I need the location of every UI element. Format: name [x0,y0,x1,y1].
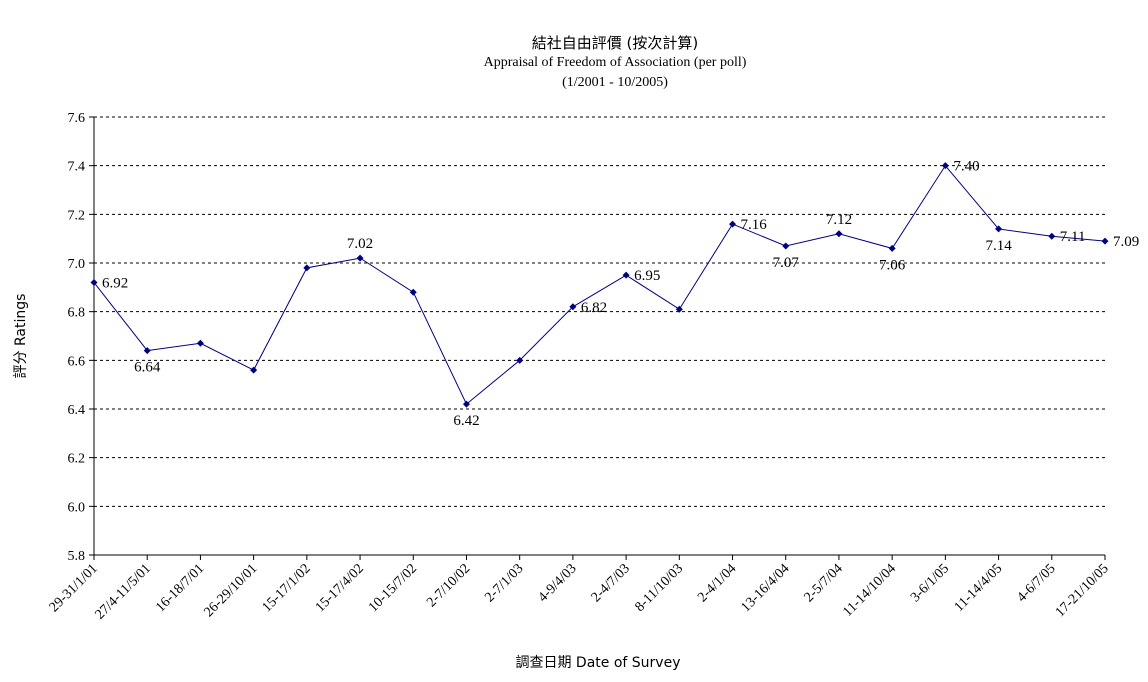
x-tick-label: 27/4-11/5/01 [93,561,154,622]
data-point [1048,232,1056,240]
chart-date-range: (1/2001 - 10/2005) [562,75,668,90]
data-point [1101,237,1109,245]
x-tick-label: 16-18/7/01 [153,561,207,615]
data-point [941,162,949,170]
x-tick-label: 17-21/10/05 [1053,561,1112,620]
y-tick-label: 7.6 [68,111,86,126]
y-tick-labels: 7.6 7.4 7.2 7.0 6.8 6.6 6.4 6.2 6.0 5.8 [68,111,86,564]
x-axis-label: 調查日期 Date of Survey [515,655,680,671]
x-tick-label: 4-6/7/05 [1014,561,1058,605]
y-tick-label: 7.4 [68,160,86,175]
data-label: 7.12 [826,212,852,228]
data-label: 7.11 [1060,229,1086,245]
x-tick-label: 2-4/7/03 [589,561,633,605]
x-tick-label: 11-14/4/05 [952,561,1006,615]
x-tick-label: 4-9/4/03 [536,561,580,605]
x-tick-label: 2-7/1/03 [482,561,526,605]
y-tick-label: 6.4 [68,403,86,418]
x-tick-label: 2-7/10/02 [424,561,473,610]
data-label: 6.92 [102,275,128,291]
data-label: 7.02 [347,236,373,252]
data-point [516,356,524,364]
x-tick-label: 8-11/10/03 [632,561,686,615]
data-point [729,220,737,228]
data-point [143,347,151,355]
y-tick-label: 6.6 [68,354,86,369]
x-tick-label: 15-17/4/02 [313,561,367,615]
data-point [675,305,683,313]
x-tick-label: 10-15/7/02 [366,561,420,615]
x-tick-label: 2-5/7/04 [802,561,846,605]
data-point [888,244,896,252]
data-label: 6.82 [581,300,607,316]
data-label: 7.16 [741,217,768,233]
data-point [356,254,364,262]
data-label: 6.95 [634,268,660,284]
data-point [462,400,470,408]
data-point [303,264,311,272]
chart-subtitle: Appraisal of Freedom of Association (per… [484,55,747,70]
y-tick-label: 6.2 [68,452,86,467]
x-tick-label: 3-6/1/05 [908,561,952,605]
x-tick-label: 11-14/10/04 [840,561,899,620]
y-tick-label: 6.0 [68,500,86,515]
y-tick-label: 5.8 [68,549,86,564]
data-label: 7.06 [879,257,906,273]
data-label: 7.07 [773,255,800,271]
x-tick-label: 15-17/1/02 [260,561,314,615]
data-point [250,366,258,374]
data-label: 7.09 [1113,234,1139,250]
data-point [409,288,417,296]
data-label: 6.64 [134,360,161,376]
series-line [93,164,1106,405]
axes [89,116,1106,560]
data-point [835,230,843,238]
data-point [196,339,204,347]
y-tick-label: 7.2 [68,208,86,223]
data-labels: 6.92 6.64 7.02 6.42 6.82 6.95 7.16 7.07 7.12 7.06… [102,159,1139,429]
x-tick-label: 29-31/1/01 [47,561,101,615]
data-point [622,271,630,279]
data-point [569,303,577,311]
y-tick-label: 6.8 [68,306,86,321]
y-tick-label: 7.0 [68,257,86,272]
data-point [782,242,790,250]
grid-lines [94,116,1105,507]
data-label: 6.42 [453,413,479,429]
data-label: 7.14 [985,238,1012,254]
chart-title: 結社自由評價 (按次計算) [532,34,698,52]
x-tick-label: 26-29/10/01 [201,561,260,620]
x-tick-label: 13-16/4/04 [739,561,793,615]
data-point [90,278,98,286]
y-axis-label: 評分 Ratings [13,294,29,379]
x-tick-label: 2-4/1/04 [695,561,739,605]
data-label: 7.40 [953,159,979,175]
data-point [995,225,1003,233]
series-ratings [90,162,1109,408]
